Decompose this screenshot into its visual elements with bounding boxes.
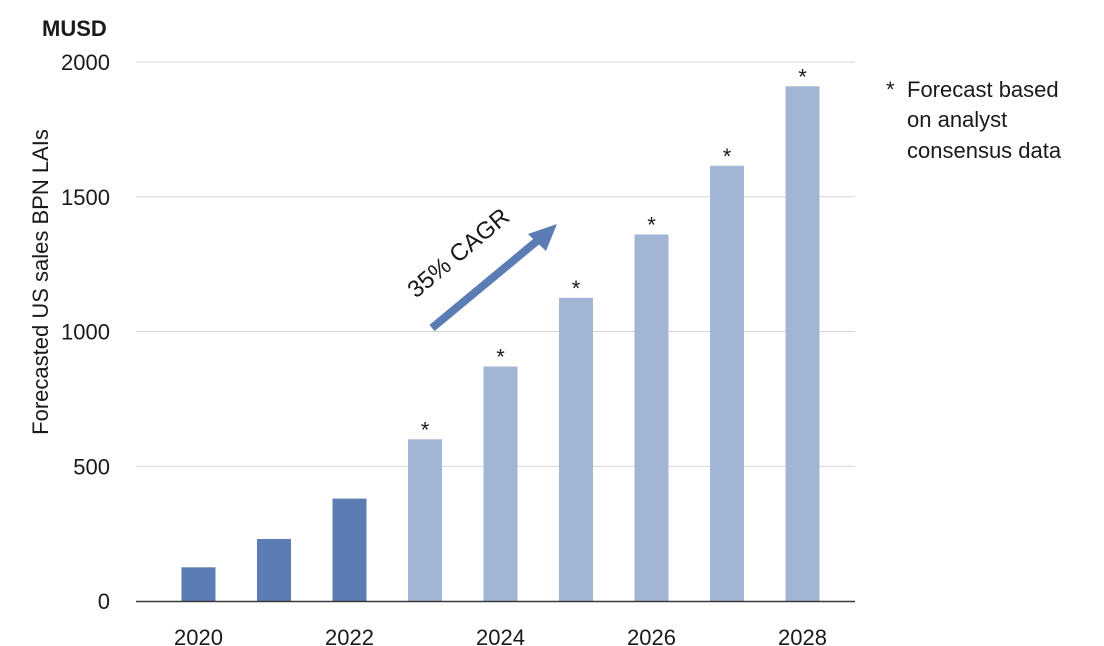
y-tick-label-0: 0 (98, 589, 110, 614)
y-tick-label-1000: 1000 (61, 320, 110, 345)
unit-label: MUSD (42, 16, 107, 41)
footnote-line-1: Forecast based (907, 77, 1059, 102)
footnote-line-2: on analyst (907, 107, 1007, 132)
forecast-marker-2023: * (421, 417, 430, 442)
cagr-label: 35% CAGR (403, 203, 515, 303)
bar-2023 (408, 439, 442, 601)
forecast-marker-2026: * (647, 212, 656, 237)
y-tick-label-500: 500 (73, 454, 110, 479)
y-tick-label-1500: 1500 (61, 185, 110, 210)
bar-2026 (634, 234, 669, 602)
x-tick-label-2026: 2026 (627, 625, 676, 646)
cagr-arrow (429, 232, 546, 332)
cagr-arrowhead (528, 224, 557, 251)
forecast-footnote: * Forecast based on analyst consensus da… (886, 77, 1062, 163)
bar-2022 (332, 498, 367, 601)
forecast-marker-2027: * (723, 144, 732, 169)
footnote-line-3: consensus data (907, 138, 1062, 163)
x-tick-label-2024: 2024 (476, 625, 525, 646)
bar-2024 (483, 366, 518, 601)
x-tick-label-2022: 2022 (325, 625, 374, 646)
bar-2021 (257, 539, 291, 601)
y-tick-label-2000: 2000 (61, 50, 110, 75)
bar-2028 (785, 86, 820, 601)
forecast-marker-2028: * (798, 64, 807, 89)
bar-2025 (559, 297, 593, 601)
bar-2020 (181, 567, 216, 601)
y-axis-label: Forecasted US sales BPN LAIs (28, 129, 53, 435)
x-tick-labels: 2020 2022 2024 2026 2028 (174, 625, 827, 646)
x-tick-label-2028: 2028 (778, 625, 827, 646)
forecast-marker-2024: * (496, 345, 505, 370)
bar-2027 (710, 165, 744, 601)
bars (181, 86, 820, 602)
y-tick-labels: 0 500 1000 1500 2000 (61, 50, 110, 614)
forecast-markers: * * * * * * (421, 64, 808, 442)
footnote-marker: * (886, 77, 895, 102)
x-tick-label-2020: 2020 (174, 625, 223, 646)
forecast-marker-2025: * (572, 276, 581, 301)
cagr-annotation: 35% CAGR (403, 203, 557, 332)
